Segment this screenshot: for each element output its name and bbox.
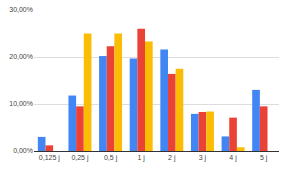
svg-text:2 j: 2 j [168, 154, 176, 162]
svg-text:20,00%: 20,00% [9, 53, 33, 60]
svg-text:0,25 j: 0,25 j [71, 154, 89, 162]
svg-text:10,00%: 10,00% [9, 100, 33, 107]
svg-text:5 j: 5 j [260, 154, 268, 162]
svg-text:4 j: 4 j [229, 154, 237, 162]
svg-text:1 j: 1 j [137, 154, 145, 162]
svg-text:3 j: 3 j [199, 154, 207, 162]
svg-text:0,00%: 0,00% [13, 147, 33, 154]
svg-text:0,125 j: 0,125 j [39, 154, 60, 162]
svg-text:30,00%: 30,00% [9, 6, 33, 13]
svg-text:0,5 j: 0,5 j [104, 154, 118, 162]
